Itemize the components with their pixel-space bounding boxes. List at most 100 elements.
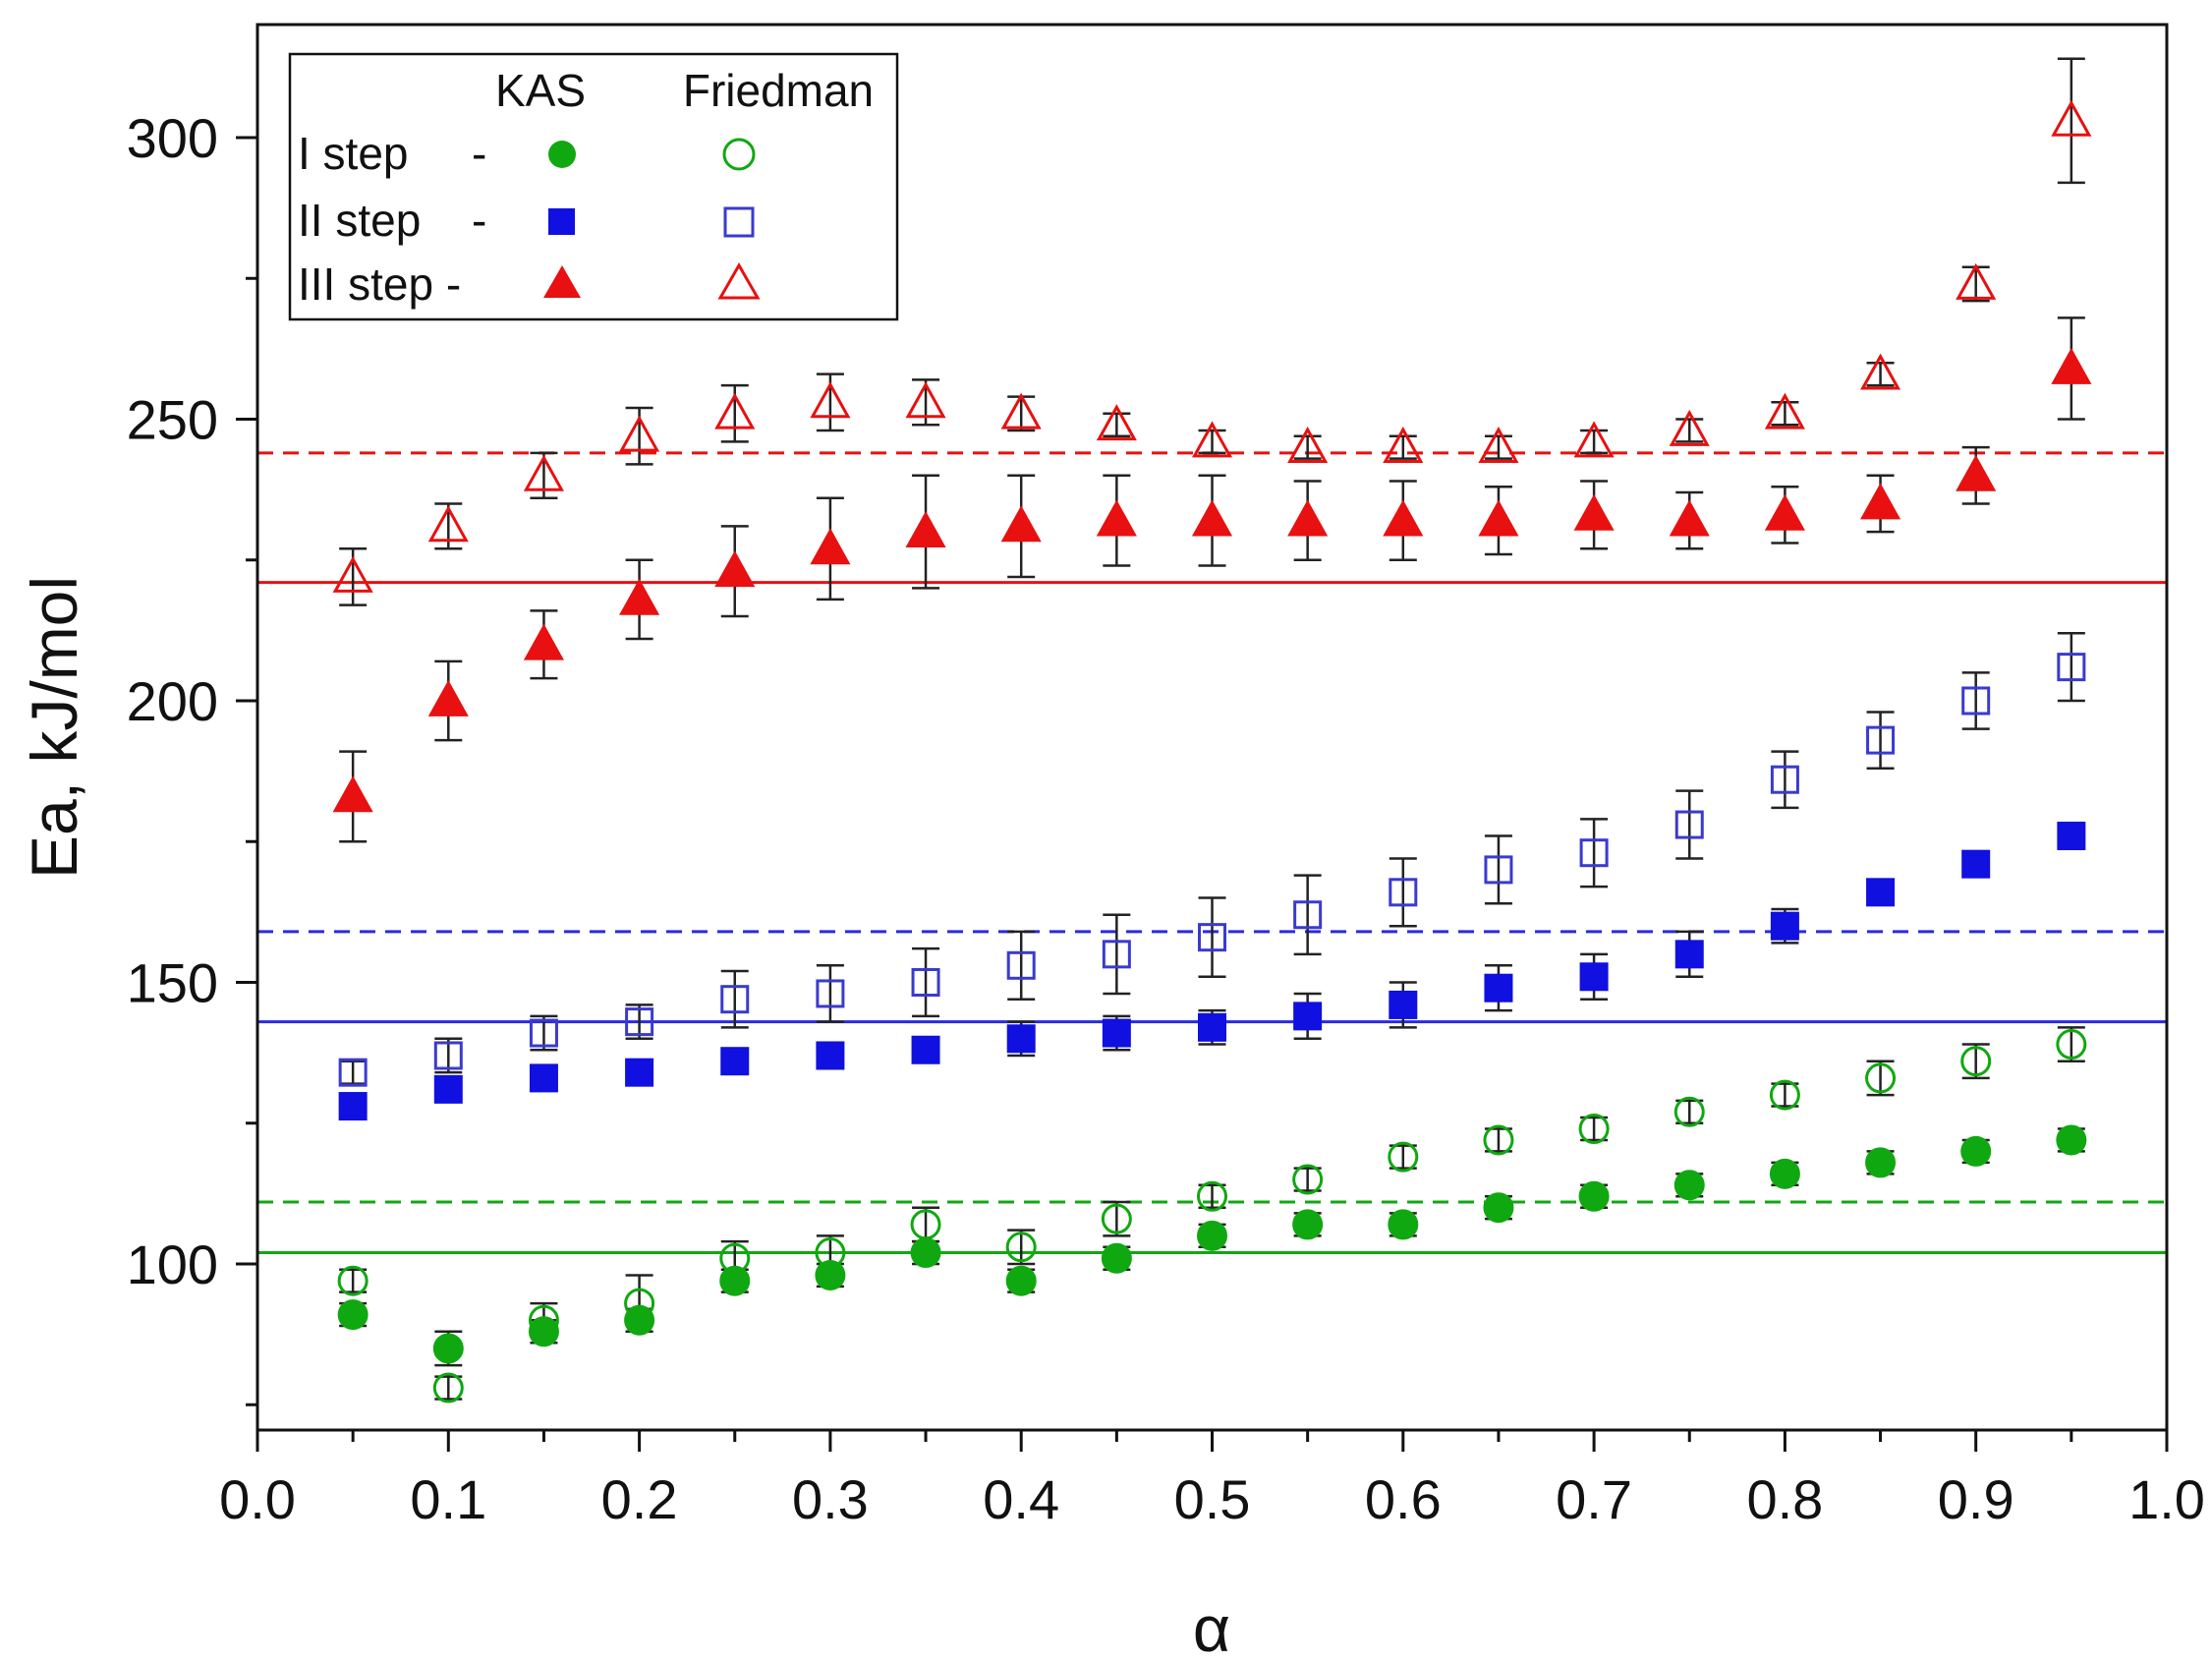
point-step-II-friedman [1961,686,1991,716]
point-step-II-kas [1102,1018,1131,1048]
x-tick-label: 0.2 [601,1468,678,1530]
point-step-III-kas [1573,493,1615,531]
legend-box [288,52,899,321]
point-step-III-friedman [523,454,564,491]
point-step-II-kas [1770,911,1799,941]
point-step-III-kas [1287,499,1329,537]
point-step-I-kas [719,1265,751,1296]
point-step-III-kas [714,550,756,588]
point-step-III-kas [1860,483,1901,520]
point-step-III-kas [1096,499,1137,537]
point-step-I-kas [1960,1135,1992,1167]
point-step-II-kas [338,1092,368,1121]
point-step-I-kas [1197,1220,1227,1251]
point-step-II-kas [1484,973,1513,1003]
point-step-III-kas [619,578,660,615]
point-step-I-kas [1578,1180,1610,1212]
point-step-I-friedman [624,1288,655,1319]
point-step-I-friedman [1769,1079,1800,1111]
point-step-II-kas [816,1041,845,1070]
point-step-II-friedman [1006,950,1036,980]
point-step-I-kas [1483,1192,1514,1224]
point-step-III-friedman [2051,99,2092,137]
y-tick-label: 300 [127,107,218,169]
point-step-II-friedman [1866,725,1896,755]
point-step-I-kas [1865,1147,1897,1178]
x-tick-label: 0.3 [792,1468,869,1530]
point-step-I-kas [2056,1124,2087,1156]
point-step-II-friedman [529,1018,558,1048]
point-step-III-friedman [1860,353,1901,390]
legend-marker-kas-step-1 [548,141,576,168]
point-step-II-friedman [1198,923,1226,952]
x-tick-label: 0.9 [1938,1468,2014,1530]
legend-dash-step-1: - [472,128,486,179]
point-step-I-kas [1673,1170,1705,1201]
point-step-II-kas [1866,878,1896,907]
x-tick-label: 0.5 [1174,1468,1251,1530]
point-step-II-kas [1006,1024,1036,1054]
legend-marker-friedman-step-2 [723,206,755,238]
point-step-III-kas [810,528,851,565]
legend-header-friedman: Friedman [683,65,874,116]
point-step-III-friedman [810,381,851,419]
point-step-I-kas [1005,1265,1037,1296]
point-step-III-friedman [1573,421,1615,458]
point-step-I-friedman [1865,1062,1897,1094]
point-step-II-friedman [338,1058,368,1087]
y-tick-label: 250 [127,389,218,451]
y-axis-ticks: 100 150 200 250 300 [127,107,257,1406]
point-step-III-friedman [427,505,469,543]
point-step-II-kas [625,1058,654,1087]
point-step-I-friedman [1483,1124,1514,1156]
point-step-II-friedman [816,979,845,1008]
point-step-II-friedman [1102,940,1131,969]
point-step-III-kas [905,511,946,547]
point-step-II-kas [433,1074,463,1104]
point-step-II-friedman [1674,810,1704,839]
legend-marker-kas-step-2 [548,208,575,235]
reference-lines [257,451,2167,1255]
x-tick-label: 0.6 [1365,1468,1442,1530]
point-step-II-friedman [1389,878,1418,907]
legend-label-step-1: I step [298,128,409,179]
point-step-II-kas [2057,822,2086,851]
point-step-III-kas [1383,499,1424,537]
legend-label-step-3: III step - [298,258,461,310]
legend-marker-friedman-step-3 [717,261,761,300]
point-step-III-kas [1669,499,1710,537]
point-step-I-friedman [1005,1232,1037,1263]
point-step-I-friedman [1673,1096,1705,1127]
x-tick-label: 0.4 [983,1468,1059,1530]
point-step-II-friedman [1579,838,1609,868]
y-tick-label: 200 [127,670,218,732]
point-step-II-kas [1579,962,1609,992]
x-tick-label: 0.0 [219,1468,296,1530]
legend-label-step-2: II step [298,195,421,246]
point-step-II-kas [1198,1012,1226,1042]
point-step-I-friedman [719,1242,751,1274]
point-step-III-friedman [905,381,946,419]
point-step-III-kas [332,775,373,813]
point-step-II-kas [1293,1002,1323,1031]
point-step-III-friedman [1478,427,1519,464]
point-step-I-kas [1769,1158,1800,1189]
point-step-I-friedman [1960,1046,1992,1077]
point-step-III-friedman [1764,392,1805,430]
point-step-I-friedman [1578,1113,1610,1144]
x-tick-label: 0.8 [1746,1468,1823,1530]
point-step-III-friedman [619,415,660,452]
point-step-III-kas [1000,505,1042,543]
point-step-I-friedman [1292,1164,1324,1195]
x-tick-label: 1.0 [2128,1468,2205,1530]
point-step-I-kas [910,1237,941,1269]
point-step-II-kas [529,1063,558,1093]
legend-header-kas: KAS [495,65,586,116]
point-step-I-kas [432,1333,464,1364]
point-step-II-friedman [1770,765,1799,794]
legend: KAS Friedman I step - II step - III step… [288,52,899,321]
point-step-I-kas [337,1299,369,1331]
point-step-I-friedman [432,1372,464,1404]
point-step-III-friedman [332,555,373,593]
point-step-III-friedman [1287,427,1329,464]
